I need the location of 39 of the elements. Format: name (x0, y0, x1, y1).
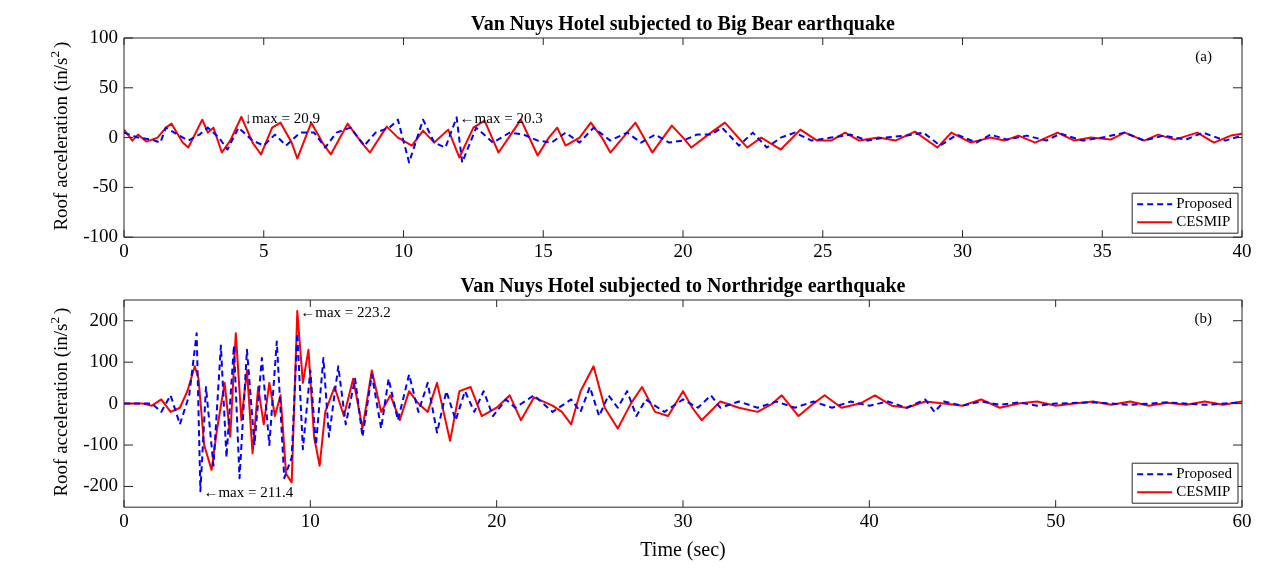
legend-label: Proposed (1176, 195, 1233, 212)
x-tick-label: 25 (813, 239, 833, 261)
legend-label: Proposed (1176, 465, 1233, 482)
x-tick-label: 35 (1092, 239, 1112, 261)
annotation: ↓max = 20.9 (244, 109, 320, 126)
annotation: ←max = 223.2 (300, 304, 391, 321)
annotation: ←max = 211.4 (203, 484, 294, 501)
x-tick-label: 50 (1046, 509, 1066, 531)
y-tick-label: 50 (99, 75, 118, 97)
y-tick-label: 100 (89, 25, 118, 47)
y-tick-label: 100 (89, 350, 118, 372)
x-tick-label: 15 (533, 239, 553, 261)
x-tick-label: 30 (673, 509, 693, 531)
x-axis-title: Time (sec) (640, 538, 726, 562)
y-axis-title: Roof acceleration (in/s2) (46, 307, 72, 497)
x-tick-label: 10 (394, 239, 413, 261)
y-tick-label: -100 (83, 225, 118, 247)
x-tick-label: 20 (673, 239, 693, 261)
chart-title: Van Nuys Hotel subjected to Big Bear earthquake (471, 12, 896, 36)
y-tick-label: 0 (108, 125, 118, 147)
y-tick-label: 200 (89, 308, 118, 330)
x-tick-label: 40 (1232, 239, 1252, 261)
annotation: (b) (1194, 310, 1212, 328)
chart-title: Van Nuys Hotel subjected to Northridge earthquake (460, 274, 906, 298)
annotation: (a) (1195, 48, 1212, 66)
x-tick-label: 20 (487, 509, 507, 531)
legend-label: CESMIP (1176, 213, 1231, 230)
y-tick-label: -100 (83, 433, 118, 455)
x-tick-label: 60 (1232, 509, 1252, 531)
y-axis-title: Roof acceleration (in/s2) (46, 41, 72, 231)
x-tick-label: 10 (300, 509, 320, 531)
y-tick-label: -200 (83, 474, 118, 496)
x-tick-label: 40 (859, 509, 879, 531)
y-tick-label: -50 (92, 175, 118, 197)
x-tick-label: 30 (953, 239, 972, 261)
legend-label: CESMIP (1176, 483, 1231, 500)
y-tick-label: 0 (108, 391, 118, 413)
annotation: ←max = 20.3 (459, 110, 543, 127)
x-tick-label: 5 (259, 239, 269, 261)
